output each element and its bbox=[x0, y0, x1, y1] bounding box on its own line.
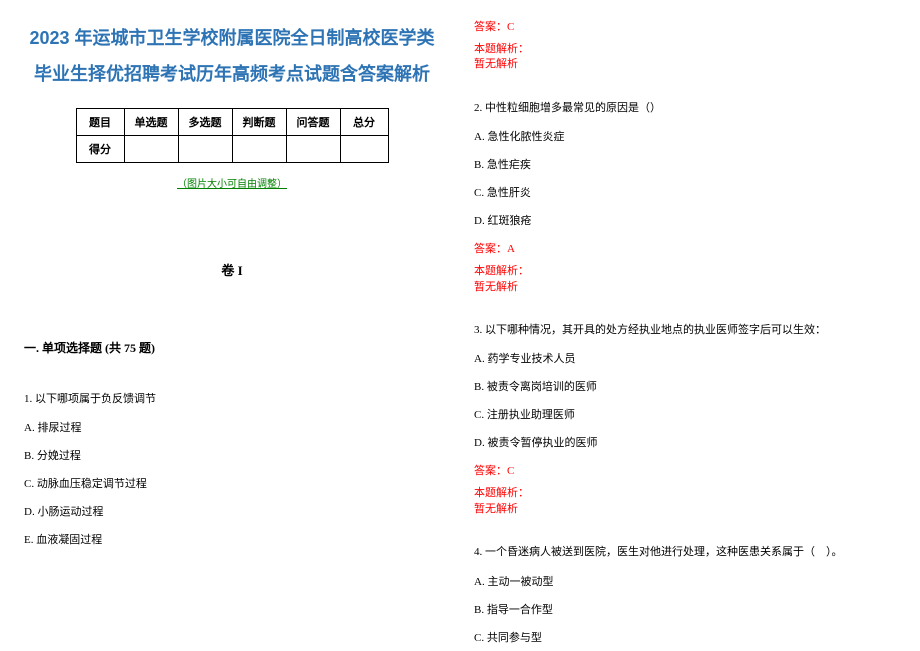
q1-hint-label: 本题解析： bbox=[474, 42, 896, 57]
th-multi: 多选题 bbox=[178, 109, 232, 136]
q1-hint-value: 暂无解析 bbox=[474, 57, 896, 72]
q2-hint-label: 本题解析： bbox=[474, 264, 896, 279]
table-row: 题目 单选题 多选题 判断题 问答题 总分 bbox=[76, 109, 388, 136]
q3-opt-c: C. 注册执业助理医师 bbox=[474, 406, 896, 422]
q3-stem: 3. 以下哪种情况，其开具的处方经执业地点的执业医师签字后可以生效： bbox=[474, 323, 896, 338]
td-blank bbox=[124, 136, 178, 163]
q4-opt-c: C. 共同参与型 bbox=[474, 629, 896, 645]
q2-opt-a: A. 急性化脓性炎症 bbox=[474, 128, 896, 144]
td-blank bbox=[178, 136, 232, 163]
q1-opt-e: E. 血液凝固过程 bbox=[24, 531, 440, 547]
q2-answer: 答案：A bbox=[474, 240, 896, 256]
q2-opt-d: D. 红斑狼疮 bbox=[474, 212, 896, 228]
adjust-note: （图片大小可自由调整） bbox=[24, 175, 440, 190]
q4-stem: 4. 一个昏迷病人被送到医院，医生对他进行处理，这种医患关系属于（ ）。 bbox=[474, 545, 896, 560]
q1-opt-b: B. 分娩过程 bbox=[24, 447, 440, 463]
table-row: 得分 bbox=[76, 136, 388, 163]
td-blank bbox=[286, 136, 340, 163]
th-judge: 判断题 bbox=[232, 109, 286, 136]
q2-stem: 2. 中性粒细胞增多最常见的原因是（） bbox=[474, 101, 896, 116]
q4-opt-b: B. 指导一合作型 bbox=[474, 601, 896, 617]
section-header: 一. 单项选择题 (共 75 题) bbox=[24, 339, 440, 356]
th-total: 总分 bbox=[340, 109, 388, 136]
q2-opt-c: C. 急性肝炎 bbox=[474, 184, 896, 200]
q1-opt-c: C. 动脉血压稳定调节过程 bbox=[24, 475, 440, 491]
q3-opt-d: D. 被责令暂停执业的医师 bbox=[474, 434, 896, 450]
td-score-label: 得分 bbox=[76, 136, 124, 163]
q1-opt-d: D. 小肠运动过程 bbox=[24, 503, 440, 519]
td-blank bbox=[340, 136, 388, 163]
q3-hint-label: 本题解析： bbox=[474, 486, 896, 501]
th-qa: 问答题 bbox=[286, 109, 340, 136]
juan-label: 卷 I bbox=[24, 260, 440, 279]
q3-opt-b: B. 被责令离岗培训的医师 bbox=[474, 378, 896, 394]
td-blank bbox=[232, 136, 286, 163]
q3-opt-a: A. 药学专业技术人员 bbox=[474, 350, 896, 366]
q4-opt-a: A. 主动一被动型 bbox=[474, 573, 896, 589]
q1-stem: 1. 以下哪项属于负反馈调节 bbox=[24, 392, 440, 407]
q1-answer: 答案：C bbox=[474, 18, 896, 34]
q2-opt-b: B. 急性疟疾 bbox=[474, 156, 896, 172]
q2-hint-value: 暂无解析 bbox=[474, 280, 896, 295]
th-single: 单选题 bbox=[124, 109, 178, 136]
page-title: 2023 年运城市卫生学校附属医院全日制高校医学类毕业生择优招聘考试历年高频考点… bbox=[24, 20, 440, 92]
th-topic: 题目 bbox=[76, 109, 124, 136]
q1-opt-a: A. 排尿过程 bbox=[24, 419, 440, 435]
q3-answer: 答案：C bbox=[474, 462, 896, 478]
score-table: 题目 单选题 多选题 判断题 问答题 总分 得分 bbox=[76, 108, 389, 163]
q3-hint-value: 暂无解析 bbox=[474, 502, 896, 517]
